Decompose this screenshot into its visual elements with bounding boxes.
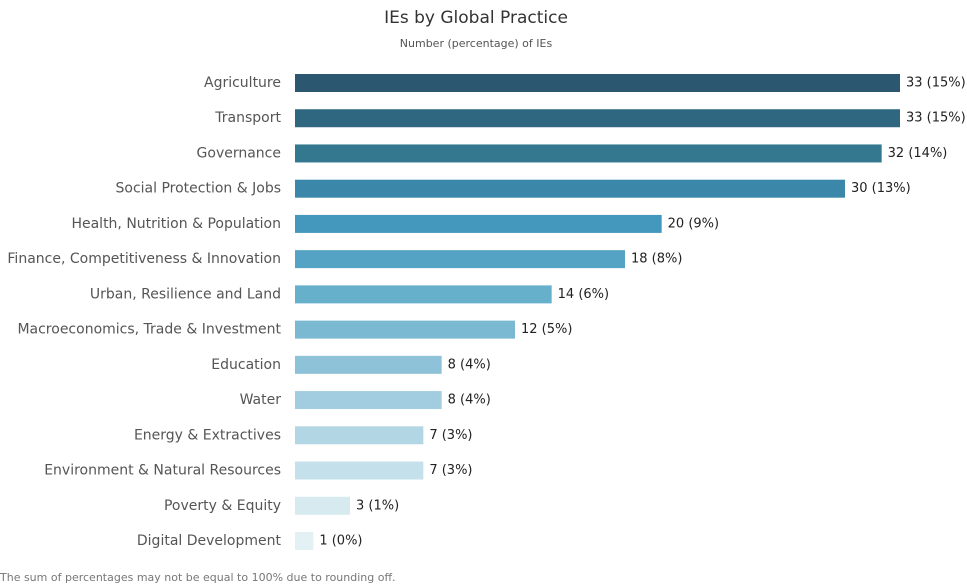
category-label: Poverty & Equity	[164, 498, 281, 514]
value-label: 20 (9%)	[668, 216, 719, 231]
value-label: 8 (4%)	[448, 393, 491, 408]
bar	[295, 74, 900, 92]
bar	[295, 109, 900, 128]
category-label: Finance, Competitiveness & Innovation	[7, 251, 281, 267]
value-label: 18 (8%)	[631, 252, 682, 267]
value-label: 8 (4%)	[448, 357, 491, 372]
bar	[295, 214, 662, 233]
category-label: Water	[240, 392, 282, 408]
value-label: 33 (15%)	[906, 111, 966, 126]
chart-subtitle: Number (percentage) of IEs	[400, 37, 553, 50]
chart-title: IEs by Global Practice	[384, 8, 568, 28]
category-label: Digital Development	[137, 533, 282, 549]
bar	[295, 285, 552, 304]
bar	[295, 355, 442, 374]
footnote: The sum of percentages may not be equal …	[0, 571, 396, 584]
bar	[295, 496, 350, 515]
category-label: Urban, Resilience and Land	[90, 286, 281, 302]
value-label: 1 (0%)	[319, 533, 362, 548]
bar	[295, 179, 845, 198]
category-label: Transport	[214, 110, 281, 126]
value-label: 33 (15%)	[906, 76, 966, 91]
value-label: 30 (13%)	[851, 181, 911, 196]
value-label: 7 (3%)	[429, 428, 472, 443]
category-label: Environment & Natural Resources	[44, 463, 281, 479]
category-label: Education	[211, 357, 281, 373]
bar	[295, 320, 515, 339]
bar	[295, 461, 424, 480]
category-label: Energy & Extractives	[134, 427, 281, 443]
category-label: Macroeconomics, Trade & Investment	[17, 322, 281, 338]
bar	[295, 391, 442, 410]
category-label: Governance	[197, 145, 281, 161]
bar	[295, 144, 882, 163]
value-label: 3 (1%)	[356, 498, 399, 513]
bar	[295, 426, 424, 445]
value-label: 14 (6%)	[558, 287, 609, 302]
category-label: Health, Nutrition & Population	[71, 216, 281, 232]
value-label: 12 (5%)	[521, 322, 572, 337]
value-label: 32 (14%)	[888, 146, 948, 161]
bar	[295, 250, 625, 269]
category-label: Social Protection & Jobs	[116, 181, 281, 197]
value-label: 7 (3%)	[429, 463, 472, 478]
bar	[295, 531, 314, 550]
category-label: Agriculture	[204, 75, 281, 91]
